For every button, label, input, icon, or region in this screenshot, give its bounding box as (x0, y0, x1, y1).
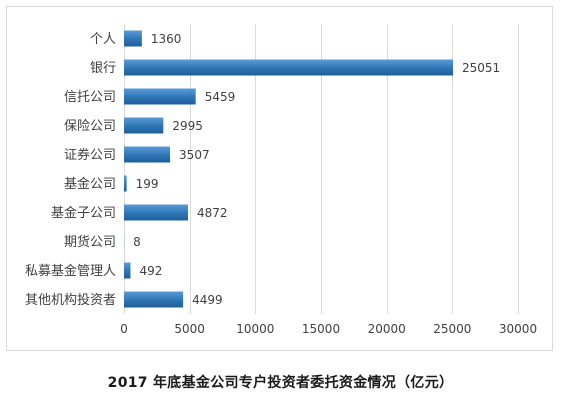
category-label: 基金子公司 (51, 205, 116, 221)
data-label: 492 (139, 264, 162, 278)
data-label: 199 (136, 177, 159, 191)
bar (124, 262, 131, 279)
bar (124, 291, 184, 308)
bar-chart: 0 5000 10000 15000 20000 25000 30000 个人 1360 银行 25… (25, 24, 537, 336)
x-tick-label: 10000 (236, 322, 274, 336)
bar (124, 175, 127, 192)
x-tick-label: 25000 (433, 322, 471, 336)
bar (124, 146, 171, 163)
x-tick-label: 15000 (302, 322, 340, 336)
bar (124, 117, 164, 134)
x-tick-label: 20000 (368, 322, 406, 336)
x-tick-label: 30000 (499, 322, 537, 336)
bar (124, 59, 454, 76)
x-tick-label: 0 (120, 322, 128, 336)
chart-title: 2017 年底基金公司专户投资者委托资金情况（亿元） (107, 375, 454, 391)
data-label: 4872 (197, 206, 228, 220)
category-label: 证券公司 (64, 147, 116, 163)
labels: 0 5000 10000 15000 20000 25000 30000 个人 1360 银行 25… (25, 32, 537, 336)
data-label: 2995 (172, 119, 203, 133)
category-label: 私募基金管理人 (25, 263, 116, 279)
category-label: 银行 (90, 61, 116, 76)
bar (124, 30, 142, 47)
category-label: 信托公司 (64, 90, 116, 105)
x-tick-label: 5000 (174, 322, 205, 336)
data-label: 5459 (205, 90, 236, 104)
bar (124, 204, 188, 221)
category-label: 其他机构投资者 (25, 292, 116, 308)
category-label: 个人 (90, 32, 116, 47)
category-label: 期货公司 (64, 234, 116, 250)
category-label: 基金公司 (64, 176, 116, 192)
data-label: 25051 (462, 61, 500, 75)
bars (124, 30, 454, 308)
bar (124, 88, 196, 105)
data-label: 3507 (179, 148, 210, 162)
category-label: 保险公司 (64, 119, 116, 134)
data-label: 8 (133, 235, 141, 249)
data-label: 1360 (151, 32, 182, 46)
data-label: 4499 (192, 293, 223, 307)
